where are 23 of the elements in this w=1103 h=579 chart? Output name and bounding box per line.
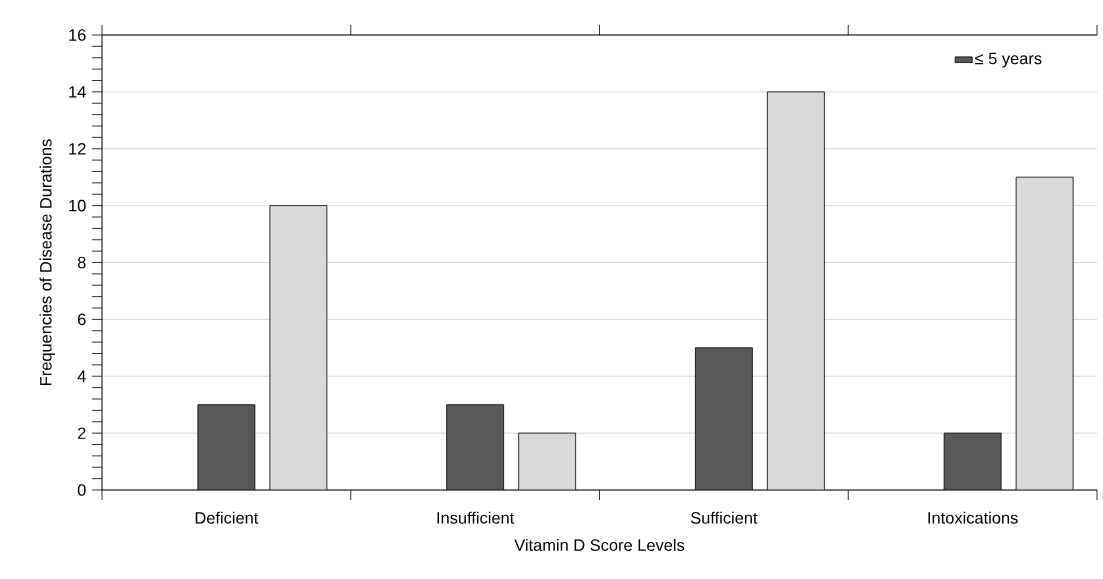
- y-tick-label: 16: [69, 29, 86, 41]
- x-tick-label: Intoxications: [928, 511, 1018, 524]
- bar: [446, 404, 504, 490]
- x-tick-label: Insufficient: [437, 511, 515, 524]
- y-tick-label: 14: [69, 86, 86, 98]
- y-tick-label: 8: [77, 256, 86, 269]
- legend-label: ≤ 5 years: [975, 52, 1042, 68]
- x-axis-title: Vitamin D Score Levels: [514, 538, 685, 551]
- x-tick-label: Deficient: [195, 511, 259, 524]
- y-tick-label: 4: [77, 370, 86, 382]
- y-tick-label: 6: [78, 313, 86, 326]
- y-tick-label: 2: [78, 427, 86, 439]
- y-tick-label: 12: [69, 143, 86, 155]
- bar: [695, 347, 753, 490]
- x-tick-label: Sufficient: [690, 511, 758, 524]
- bar: [197, 404, 255, 490]
- y-tick-label: 10: [69, 199, 86, 212]
- bar: [518, 433, 576, 490]
- y-tick-label: 0: [77, 484, 86, 496]
- bar: [269, 205, 327, 490]
- bar: [943, 432, 1002, 490]
- y-axis-title: Frequencies of Disease Durations: [39, 139, 55, 385]
- bar: [1015, 176, 1074, 490]
